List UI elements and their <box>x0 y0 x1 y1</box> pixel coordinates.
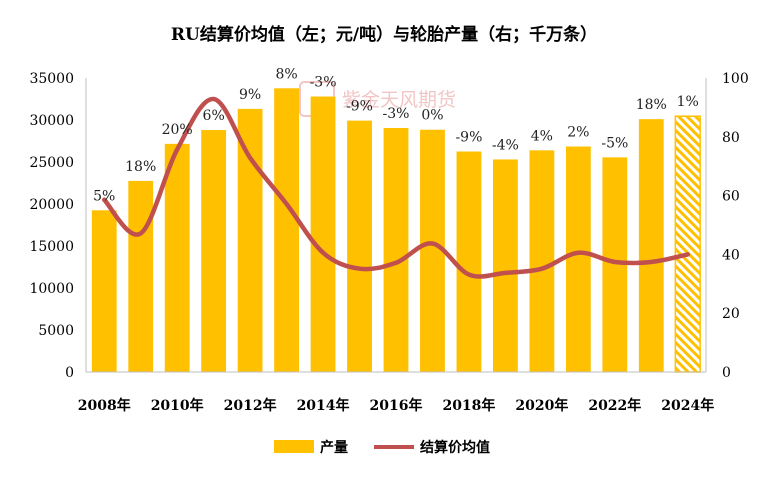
left-tick-label: 35000 <box>29 71 74 87</box>
left-tick-label: 0 <box>65 365 74 381</box>
watermark-text: 紫金天风期货 <box>342 89 456 111</box>
bar-2019年 <box>493 159 518 372</box>
line-series <box>101 96 691 279</box>
bar-2024年 <box>674 115 701 373</box>
bar-2014年 <box>310 96 336 372</box>
right-axis: 0 20 40 60 80 100 <box>705 71 749 381</box>
bar-data-labels: 5% 18% 20% 6% 9% 8% -3% -9% -3% 0% -9% -4% 4% 2% -5% 18… <box>93 66 699 204</box>
right-tick-label: 20 <box>722 306 740 322</box>
bar-label-2024年: 1% <box>677 94 699 110</box>
bar-label-2012年: 9% <box>239 87 261 103</box>
x-axis: 2008年 2010年 2012年 2014年 2016年 2018年 2020年 2022年… <box>78 371 714 414</box>
bar-2023年 <box>638 119 664 372</box>
bar-label-2010年: 20% <box>162 122 193 138</box>
bar-label-2019年: -4% <box>492 137 519 153</box>
bar-label-2013年: 8% <box>275 66 297 82</box>
left-tick-label: 10000 <box>29 281 74 297</box>
bar-2010年 <box>164 143 190 372</box>
bar-2020年 <box>529 150 555 372</box>
x-tick-label: 2014年 <box>297 397 350 414</box>
bar-label-2014年: -3% <box>310 75 337 91</box>
bar-label-2022年: -5% <box>601 135 628 151</box>
left-tick-label: 20000 <box>29 197 74 213</box>
legend-swatch-bar <box>274 440 314 453</box>
chart-title: RU结算价均值（左；元/吨）与轮胎产量（右；千万条） <box>171 24 597 45</box>
bar-2018年 <box>456 151 482 372</box>
bar-label-2021年: 2% <box>567 125 589 141</box>
price-line <box>101 96 691 279</box>
right-tick-label: 60 <box>722 189 740 205</box>
bar-label-2017年: 0% <box>421 108 443 124</box>
x-tick-label: 2016年 <box>370 397 423 414</box>
bar-label-2011年: 6% <box>203 108 225 124</box>
legend-label-line: 结算价均值 <box>420 439 490 456</box>
left-tick-label: 25000 <box>29 155 74 171</box>
x-tick-label: 2020年 <box>515 397 568 414</box>
bar-series <box>91 88 701 373</box>
x-tick-label: 2008年 <box>78 397 131 414</box>
bar-2013年 <box>274 88 299 372</box>
bar-label-2016年: -3% <box>383 106 410 122</box>
legend: 产量 结算价均值 <box>274 439 490 456</box>
bar-2015年 <box>347 120 372 372</box>
x-tick-label: 2018年 <box>442 397 495 414</box>
left-tick-label: 30000 <box>29 113 74 129</box>
bar-label-2009年: 18% <box>125 159 156 175</box>
left-tick-label: 15000 <box>29 239 74 255</box>
bar-label-2020年: 4% <box>531 128 553 144</box>
bar-2012年 <box>237 108 263 373</box>
right-tick-label: 40 <box>722 247 740 263</box>
bar-2021年 <box>565 146 591 372</box>
left-axis: 0 5000 10000 15000 20000 25000 30000 35000 <box>29 71 87 381</box>
bar-2009年 <box>128 180 154 372</box>
right-tick-label: 100 <box>722 71 749 87</box>
x-tick-label: 2010年 <box>151 397 204 414</box>
bar-2011年 <box>201 130 227 372</box>
bar-label-2008年: 5% <box>93 188 115 204</box>
right-tick-label: 0 <box>722 365 731 381</box>
bar-2016年 <box>383 127 409 372</box>
right-tick-label: 80 <box>722 130 740 146</box>
x-tick-label: 2022年 <box>588 397 641 414</box>
left-tick-label: 5000 <box>38 323 74 339</box>
bar-label-2018年: -9% <box>455 130 482 146</box>
x-tick-label: 2024年 <box>661 397 714 414</box>
legend-label-bar: 产量 <box>320 439 348 456</box>
x-tick-label: 2012年 <box>224 397 277 414</box>
bar-label-2015年: -9% <box>346 99 373 115</box>
bar-2008年 <box>91 210 117 372</box>
bar-label-2023年: 18% <box>636 97 667 113</box>
